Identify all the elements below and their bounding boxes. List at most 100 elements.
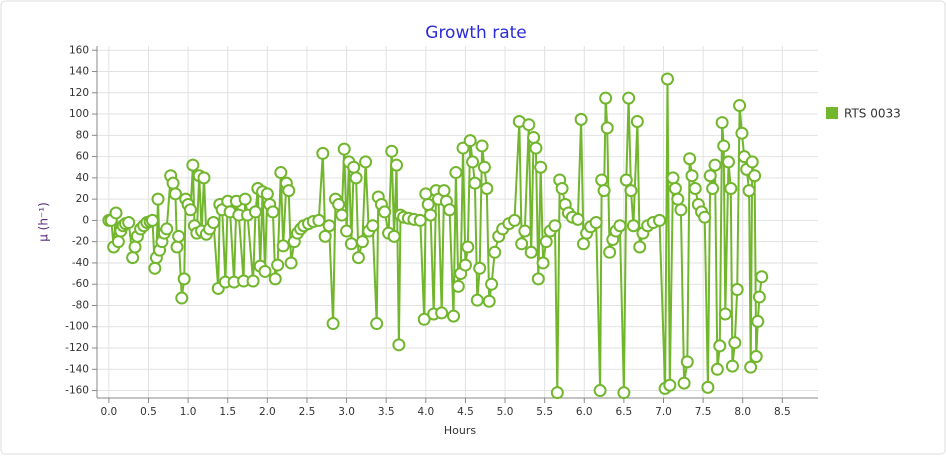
x-tick-label: 8.5 (774, 406, 791, 418)
y-tick-label: -160 (65, 385, 89, 397)
point (595, 173, 609, 187)
point (344, 237, 358, 251)
point (322, 219, 336, 233)
y-tick-label: 160 (69, 44, 89, 56)
point (468, 176, 482, 190)
point (316, 146, 330, 160)
point (424, 208, 438, 222)
y-tick-label: -140 (65, 363, 89, 375)
point (122, 216, 136, 230)
point (385, 144, 399, 158)
point (599, 91, 613, 105)
point (109, 206, 123, 220)
point (508, 213, 522, 227)
y-axis-label: μ (h⁻¹) (37, 202, 51, 242)
point (392, 338, 406, 352)
point (148, 261, 162, 275)
point (387, 229, 401, 243)
x-axis-label: Hours (444, 424, 476, 437)
point (671, 192, 685, 206)
point (724, 182, 738, 196)
point (473, 261, 487, 275)
point (600, 121, 614, 135)
point (749, 350, 763, 364)
y-tick-label: -40 (72, 257, 89, 269)
x-tick-label: 3.0 (338, 406, 355, 418)
point (175, 291, 189, 305)
point (677, 376, 691, 390)
point (274, 166, 288, 180)
point (480, 182, 494, 196)
point (151, 192, 165, 206)
point (531, 272, 545, 286)
y-tick-label: -80 (72, 299, 89, 311)
point (660, 72, 674, 86)
point (186, 158, 200, 172)
point (332, 197, 346, 211)
point (613, 219, 627, 233)
point (266, 205, 280, 219)
point (718, 307, 732, 321)
x-tick-label: 0.0 (101, 406, 118, 418)
point (248, 205, 262, 219)
x-tick-label: 2.0 (259, 406, 276, 418)
x-tick-label: 7.5 (695, 406, 712, 418)
point (730, 283, 744, 297)
point (183, 203, 197, 217)
point (421, 197, 435, 211)
point (715, 116, 729, 130)
x-tick-label: 5.0 (497, 406, 514, 418)
point (458, 258, 472, 272)
x-tick-label: 5.5 (536, 406, 553, 418)
x-tick-label: 6.5 (616, 406, 633, 418)
point (706, 182, 720, 196)
x-tick-label: 3.5 (378, 406, 395, 418)
point (366, 219, 380, 233)
y-tick-label: 0 (82, 214, 89, 226)
y-tick-label: -100 (65, 321, 89, 333)
point (370, 317, 384, 331)
point (389, 158, 403, 172)
point (463, 134, 477, 148)
y-tick-label: 140 (69, 66, 89, 78)
point (238, 192, 252, 206)
point (745, 155, 759, 169)
x-tick-label: 0.5 (140, 406, 157, 418)
point (663, 378, 677, 392)
chart-title: Growth rate (425, 23, 526, 43)
y-tick-label: 80 (76, 129, 89, 141)
point (206, 216, 220, 230)
point (126, 251, 140, 265)
x-tick-label: 6.0 (576, 406, 593, 418)
point (488, 245, 502, 259)
point (685, 169, 699, 183)
point (617, 386, 631, 400)
x-tick-label: 4.5 (457, 406, 474, 418)
point (518, 224, 532, 238)
point (337, 142, 351, 156)
point (168, 187, 182, 201)
point (268, 272, 282, 286)
point (271, 258, 285, 272)
point (485, 277, 499, 291)
point (574, 112, 588, 126)
y-tick-label: -20 (72, 236, 89, 248)
point (713, 339, 727, 353)
point (597, 184, 611, 198)
x-tick-label: 7.0 (655, 406, 672, 418)
point (413, 213, 427, 227)
point (447, 309, 461, 323)
y-tick-label: -60 (72, 278, 89, 290)
point (378, 205, 392, 219)
point (166, 176, 180, 190)
point (626, 219, 640, 233)
point (359, 155, 373, 169)
point (160, 222, 174, 236)
y-tick-label: -120 (65, 342, 89, 354)
point (717, 139, 731, 153)
point (622, 91, 636, 105)
point (755, 270, 769, 284)
y-tick-label: 120 (69, 87, 89, 99)
point (653, 213, 667, 227)
